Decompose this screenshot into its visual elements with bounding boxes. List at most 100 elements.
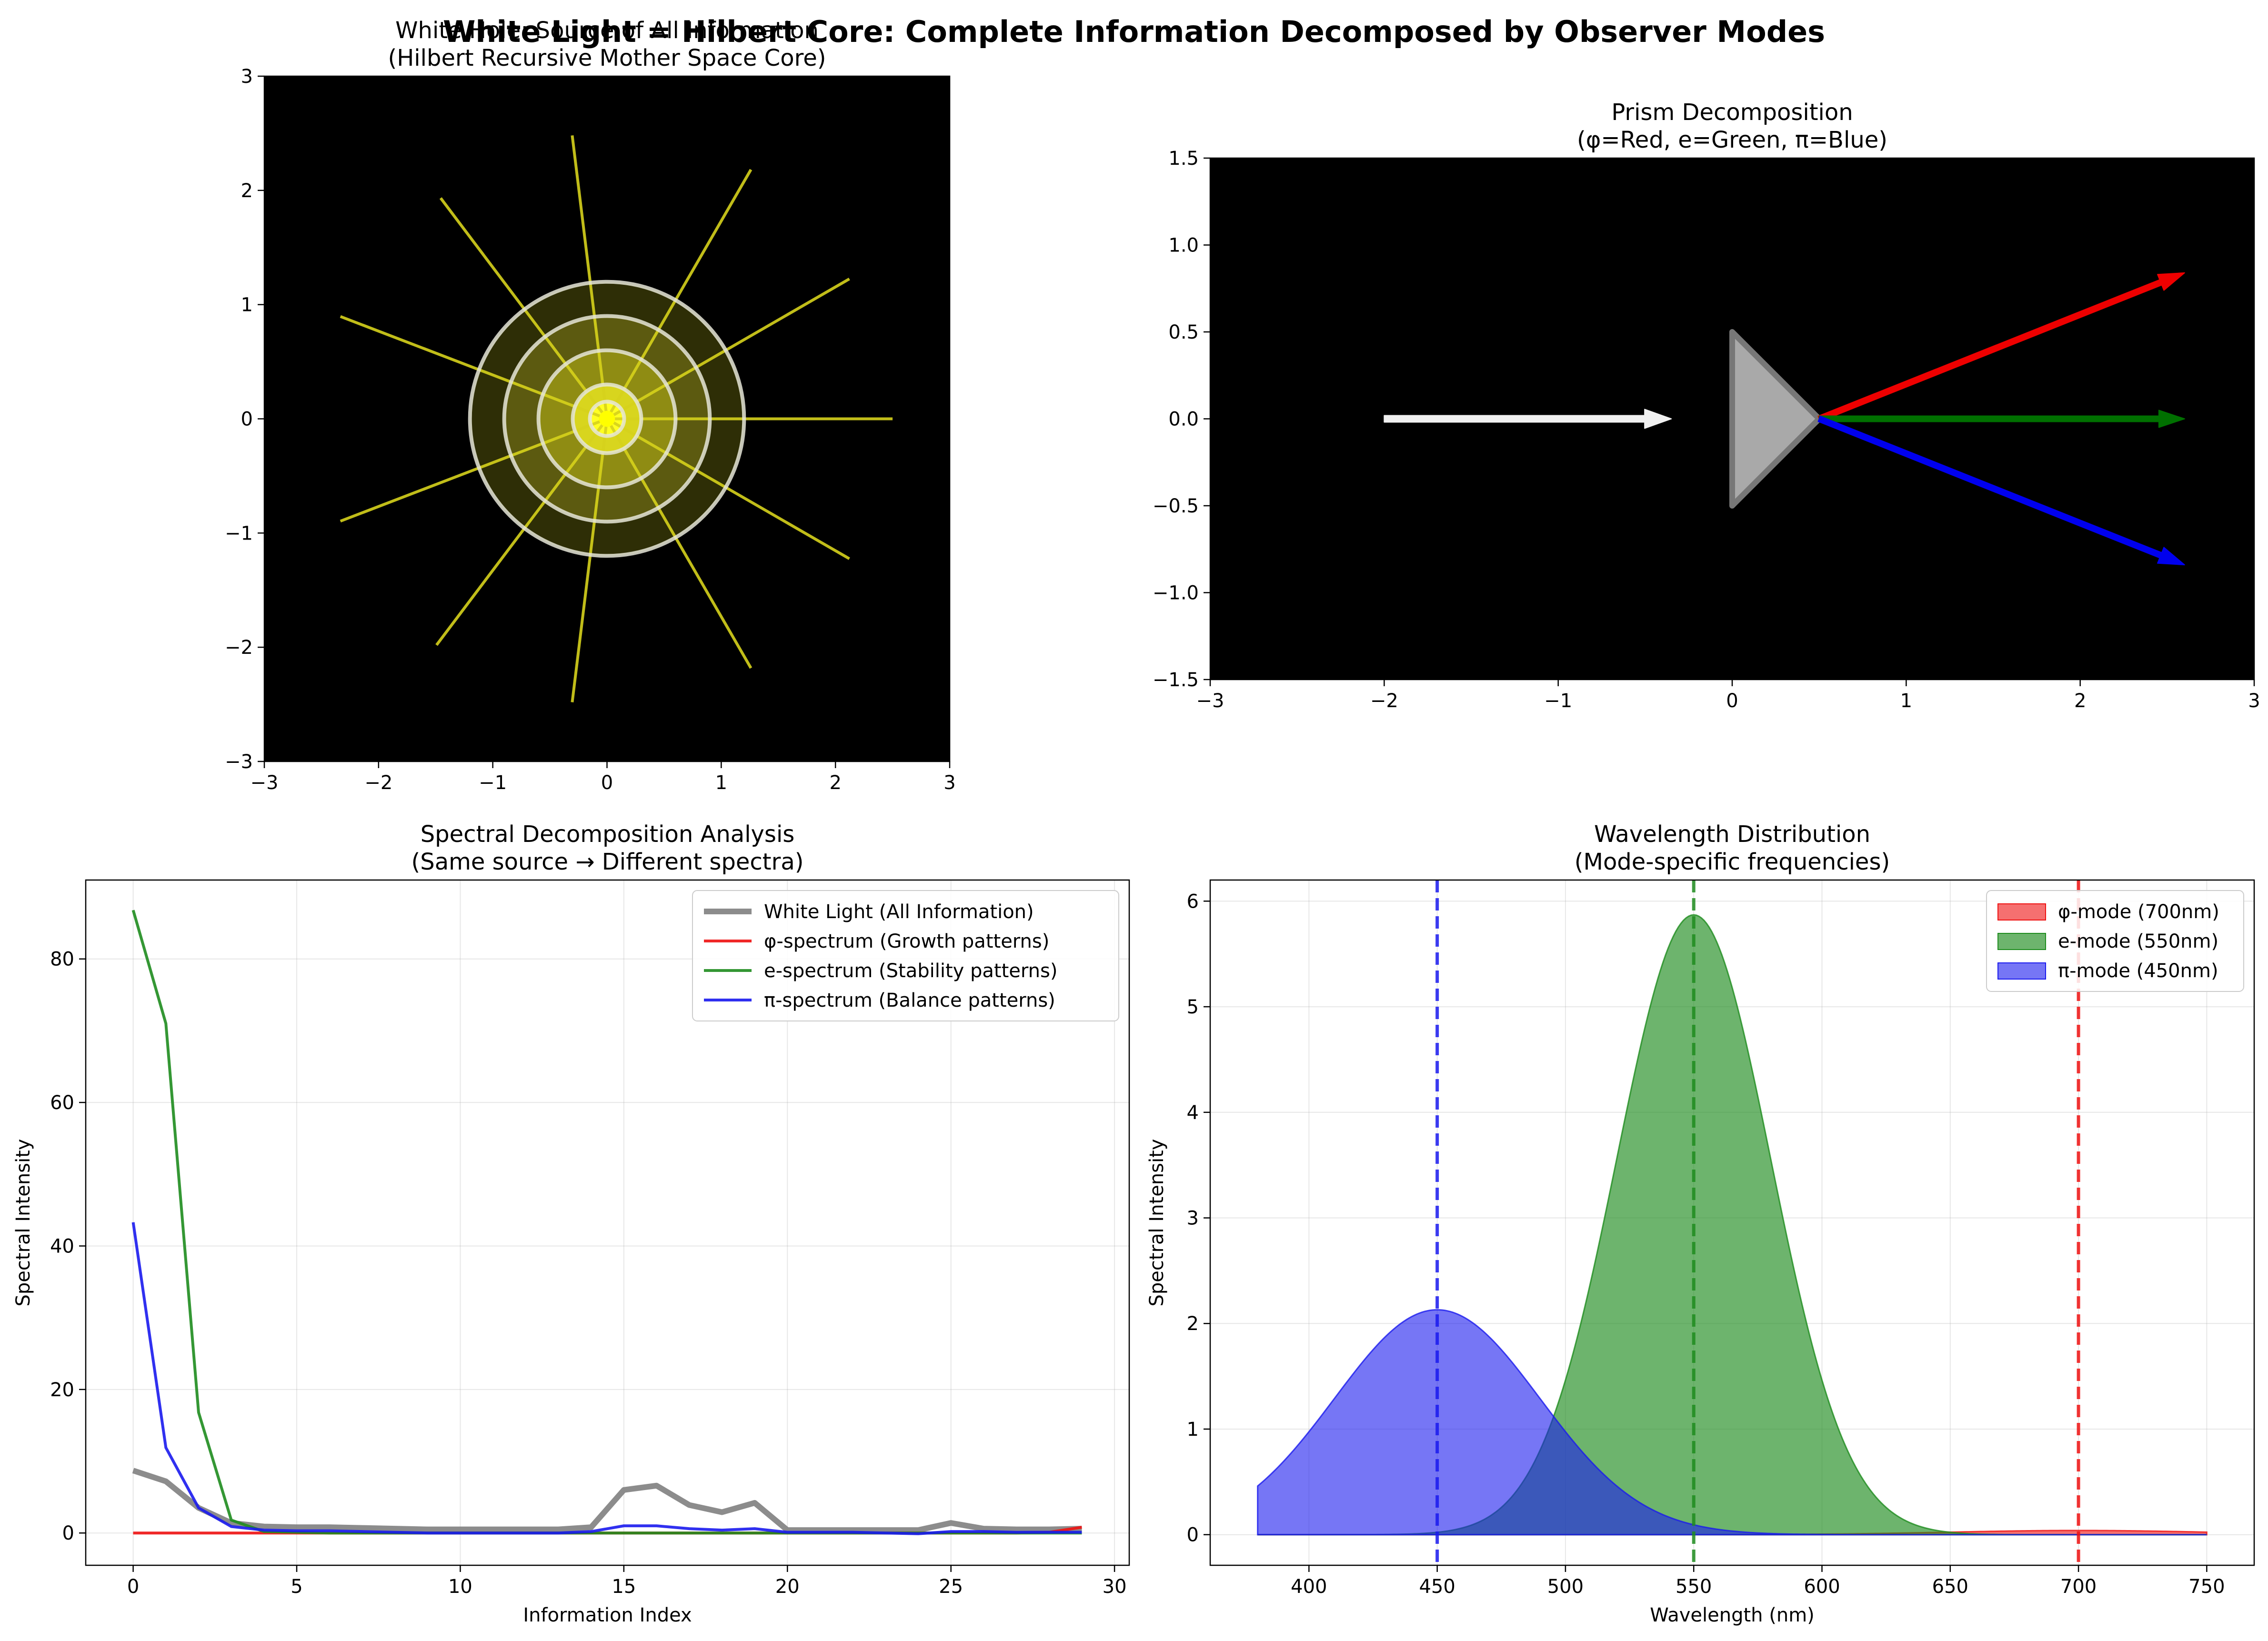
red-ray-arrow — [1817, 272, 2185, 422]
x-tick-label: 500 — [1547, 1576, 1584, 1598]
y-tick-label: −1.0 — [1153, 582, 1199, 604]
y-tick-label: −0.5 — [1153, 495, 1199, 517]
y-tick-label: 1.5 — [1168, 148, 1199, 170]
x-axis-label: Wavelength (nm) — [1650, 1604, 1815, 1626]
legend-swatch — [1997, 933, 2046, 950]
y-tick-label: 80 — [50, 949, 74, 971]
x-tick-label: 3 — [2248, 690, 2260, 712]
light-ray — [340, 315, 608, 420]
legend-label: e-spectrum (Stability patterns) — [764, 960, 1057, 982]
light-ray — [571, 135, 609, 419]
series-line — [131, 1222, 1082, 1535]
panel-title-line2: (Same source → Different spectra) — [411, 849, 804, 875]
legend-frame — [692, 890, 1119, 1021]
axes-frame — [85, 879, 1130, 1566]
legend-label: White Light (All Information) — [764, 901, 1034, 923]
panel-title-line2: (Hilbert Recursive Mother Space Core) — [388, 45, 826, 71]
x-tick-label: −2 — [1370, 690, 1398, 712]
y-tick-label: 60 — [50, 1092, 74, 1114]
x-tick-label: 700 — [2060, 1576, 2097, 1598]
legend-label: φ-mode (700nm) — [2058, 901, 2219, 923]
legend-swatch — [1997, 962, 2046, 980]
x-tick-label: 600 — [1804, 1576, 1840, 1598]
light-ray — [435, 418, 608, 646]
light-ray — [340, 417, 608, 523]
legend-frame — [1986, 890, 2244, 992]
legend-label: φ-spectrum (Growth patterns) — [764, 931, 1049, 952]
spectral-panel: 0 5 10 15 20 25 30 0 20 40 60 80 Spectral Decomposit… — [12, 821, 1130, 1626]
y-tick-label: 0 — [241, 409, 253, 430]
x-tick-label: 0 — [127, 1576, 139, 1598]
wavelength-panel: 400 450 500 550 600 650 700 750 0 1 2 3 4 5 6 Wavelengt… — [1146, 821, 2255, 1626]
core-center — [599, 410, 615, 427]
light-ray — [606, 278, 850, 420]
prism-panel: −3 −2 −1 0 1 2 3 −1.5 −1.0 −0.5 0.0 0.5 1.0 1.5 Prism … — [1153, 99, 2260, 712]
y-tick-label: 2 — [241, 180, 253, 202]
panel-title-line1: White Hole: Source of All Information — [395, 17, 819, 44]
y-tick-label: 0.0 — [1168, 409, 1199, 430]
figure-suptitle: White Light = Hilbert Core: Complete Inf… — [443, 14, 1825, 49]
y-tick-label: 0 — [62, 1522, 74, 1544]
light-ray — [571, 419, 609, 702]
plot-content — [340, 135, 893, 702]
y-tick-label: 40 — [50, 1235, 74, 1257]
panel-title-line1: Spectral Decomposition Analysis — [421, 821, 795, 848]
x-tick-label: 400 — [1291, 1576, 1327, 1598]
plot-content — [131, 910, 1082, 1535]
x-tick-label: −3 — [251, 772, 279, 794]
x-tick-label: 3 — [943, 772, 955, 794]
axes-frame — [1209, 879, 2255, 1566]
y-tick-label: 1 — [241, 294, 253, 316]
y-tick-label: 20 — [50, 1379, 74, 1401]
panel-title-line2: (Mode-specific frequencies) — [1575, 849, 1890, 875]
core-ring — [588, 400, 626, 438]
legend-label: e-mode (550nm) — [2058, 931, 2218, 952]
x-tick-label: 10 — [448, 1576, 472, 1598]
x-tick-label: −1 — [1544, 690, 1572, 712]
core-ring — [502, 314, 712, 524]
y-tick-label: −1.5 — [1153, 669, 1199, 691]
y-tick-label: 4 — [1187, 1102, 1199, 1124]
core-ring — [468, 280, 746, 558]
x-tick-label: 750 — [2188, 1576, 2225, 1598]
x-tick-label: 1 — [715, 772, 727, 794]
x-tick-label: 5 — [291, 1576, 302, 1598]
x-tick-label: 25 — [939, 1576, 963, 1598]
light-ray — [606, 417, 850, 560]
x-tick-label: 30 — [1103, 1576, 1127, 1598]
x-tick-label: 0 — [601, 772, 613, 794]
plot-content — [1384, 272, 2185, 566]
light-ray — [605, 418, 753, 669]
legend-swatch — [1997, 903, 2046, 921]
x-tick-label: −3 — [1196, 690, 1224, 712]
prism-triangle — [1729, 329, 1822, 509]
panel-title-line1: Prism Decomposition — [1611, 99, 1853, 126]
blue-ray-arrow — [1817, 415, 2185, 566]
light-ray — [605, 169, 753, 420]
legend-label: π-mode (450nm) — [2058, 960, 2218, 982]
green-ray-arrow — [1818, 410, 2185, 428]
core-ring — [536, 348, 678, 490]
mode-area — [1257, 1309, 2207, 1536]
x-tick-label: 450 — [1419, 1576, 1455, 1598]
y-tick-label: 3 — [1187, 1208, 1199, 1230]
x-tick-label: 550 — [1676, 1576, 1712, 1598]
x-axis-label: Information Index — [523, 1604, 692, 1626]
x-tick-label: 2 — [829, 772, 841, 794]
plot-content — [1257, 880, 2208, 1565]
y-tick-label: 1 — [1187, 1419, 1199, 1441]
y-axis-label: Spectral Intensity — [1146, 1139, 1168, 1307]
incoming-light-arrow — [1384, 409, 1672, 429]
legend: White Light (All Information) φ-spectrum … — [692, 890, 1119, 1021]
x-tick-label: 1 — [1900, 690, 1912, 712]
y-tick-label: −1 — [225, 522, 253, 544]
x-tick-label: −1 — [479, 772, 507, 794]
y-axis-label: Spectral Intensity — [12, 1139, 34, 1307]
x-tick-label: 20 — [775, 1576, 800, 1598]
white-hole-panel: −3 −2 −1 0 1 2 3 −3 −2 −1 0 1 2 3 White Hole: Source o… — [225, 17, 956, 794]
x-tick-label: 650 — [1932, 1576, 1968, 1598]
x-tick-label: 0 — [1726, 690, 1738, 712]
y-tick-label: 1.0 — [1168, 235, 1199, 257]
panel-title-line2: (φ=Red, e=Green, π=Blue) — [1577, 127, 1887, 153]
